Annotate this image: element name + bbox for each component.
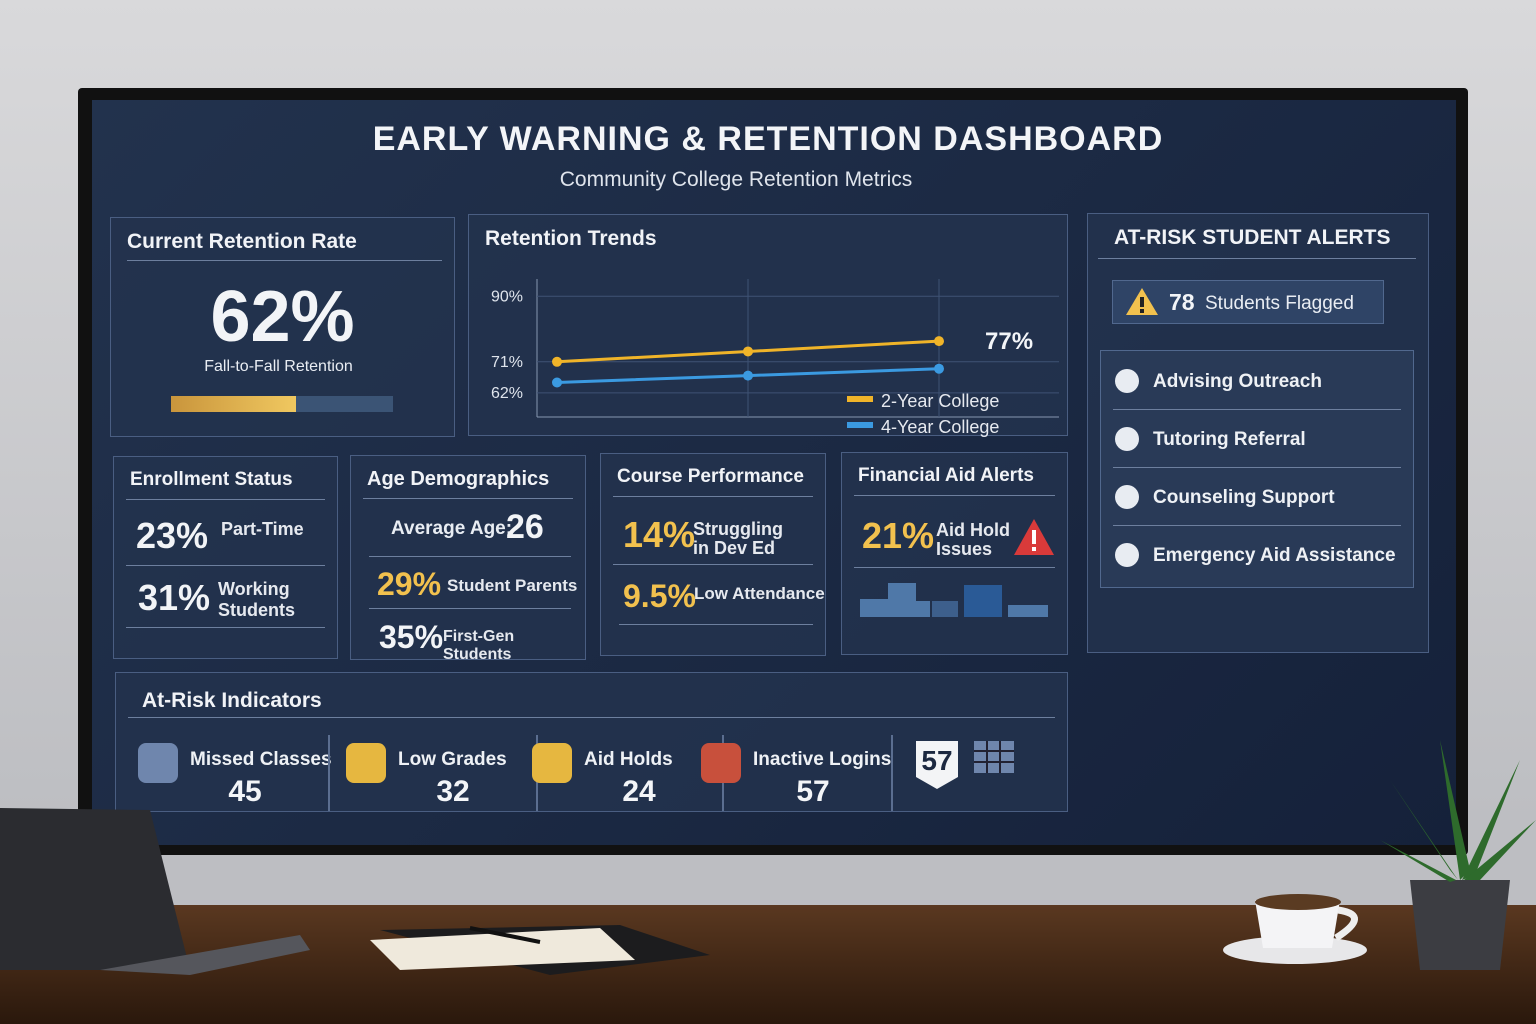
card-title: Course Performance [617, 466, 804, 487]
stat-value: 14% [623, 514, 696, 555]
chart: 62% 71% 90% 77% 2-Year College 4-Year College [491, 279, 1059, 437]
indicator-icon [701, 743, 741, 783]
card-title: AT-RISK STUDENT ALERTS [1114, 226, 1391, 249]
retention-label: Fall-to-Fall Retention [204, 358, 353, 375]
y-tick-label: 90% [491, 288, 523, 305]
laptop [0, 808, 310, 975]
enrollment-card: Enrollment Status 23% Part-Time 31% Work… [113, 456, 338, 659]
indicator-value: 24 [622, 775, 656, 808]
indicator-label: Aid Holds [584, 749, 673, 770]
point [934, 363, 944, 374]
financial-card: Financial Aid Alerts 21% Aid Hold Issues [841, 452, 1068, 655]
action-label: Tutoring Referral [1153, 429, 1306, 450]
flag-banner: 78 Students Flagged [1112, 280, 1384, 324]
card-title: Retention Trends [485, 227, 657, 250]
badge-value: 57 [921, 745, 953, 776]
stat-label: Student Parents [447, 576, 578, 595]
indicator-label: Missed Classes [190, 749, 332, 770]
flag-count: 78 [1169, 289, 1195, 315]
legend-swatch [847, 422, 873, 428]
legend-label: 2-Year College [881, 391, 999, 411]
indicator-label: Inactive Logins [753, 749, 892, 770]
retention-card: Current Retention Rate 62% Fall-to-Fall … [110, 217, 455, 437]
coffee-cup [1223, 894, 1367, 964]
stat-label: Struggling in Dev Ed [693, 519, 783, 558]
divider [1113, 409, 1401, 410]
retention-value: 62% [210, 277, 355, 357]
indicator-value: 45 [228, 775, 262, 808]
stat-value: 35% [379, 619, 444, 655]
y-tick-label: 71% [491, 354, 523, 371]
card-title: Age Demographics [367, 468, 550, 490]
indicator-icon [532, 743, 572, 783]
point [743, 370, 753, 381]
stat-value: 9.5% [623, 578, 696, 614]
age-card: Age Demographics Average Age: 26 29% Stu… [350, 455, 586, 663]
indicator-value: 32 [436, 775, 470, 808]
progress-track [296, 396, 393, 412]
action-icon [1115, 543, 1139, 567]
indicator-icon [138, 743, 178, 783]
divider [891, 735, 893, 811]
alert-icon [1014, 519, 1054, 555]
indicators-card: At-Risk Indicators 57 Missed Classes 45 Lo… [115, 672, 1068, 812]
stat-value: 21% [862, 515, 935, 556]
point [934, 336, 944, 347]
card-title: At-Risk Indicators [142, 689, 322, 712]
y-tick-label: 62% [491, 385, 523, 402]
title: EARLY WARNING & RETENTION DASHBOARD [372, 120, 1164, 158]
action-label: Counseling Support [1153, 487, 1335, 508]
stat-label: First-Gen Students [443, 628, 515, 663]
point [552, 377, 562, 388]
divider [1113, 525, 1401, 526]
stat-label: Aid Hold Issues [936, 520, 1010, 559]
action-list: Advising Outreach Tutoring Referral Counse… [1100, 350, 1414, 588]
indicator-value: 57 [796, 775, 830, 808]
stat-value: 31% [138, 577, 211, 618]
average-label: Average Age: [391, 518, 513, 539]
plant [1380, 740, 1536, 970]
legend-label: 4-Year College [881, 417, 999, 437]
indicator-icon [346, 743, 386, 783]
legend-swatch [847, 396, 873, 402]
stat-label: Part-Time [221, 519, 304, 539]
stat-value: 23% [136, 515, 209, 556]
divider [328, 735, 330, 811]
progress-fill [171, 396, 296, 412]
mini-bars [860, 583, 1048, 617]
flag-label: Students Flagged [1205, 293, 1354, 314]
point [552, 356, 562, 367]
average-value: 26 [506, 508, 544, 546]
value-label: 77% [985, 328, 1033, 355]
stat-label: Working Students [218, 579, 296, 620]
point [743, 346, 753, 357]
course-card: Course Performance 14% Struggling in Dev… [600, 453, 826, 656]
action-label: Emergency Aid Assistance [1153, 545, 1396, 566]
trends-card: Retention Trends 62% 71% 90% 77% 2-Year Coll… [468, 214, 1068, 437]
card-title: Enrollment Status [130, 469, 293, 490]
alerts-card: AT-RISK STUDENT ALERTS 78 Students Flagg… [1087, 213, 1429, 653]
subtitle: Community College Retention Metrics [559, 168, 913, 191]
action-icon [1115, 485, 1139, 509]
stat-label: Low Attendance [694, 584, 825, 603]
action-icon [1115, 427, 1139, 451]
indicator-label: Low Grades [398, 749, 507, 770]
action-label: Advising Outreach [1153, 371, 1322, 392]
card-title: Financial Aid Alerts [858, 465, 1034, 486]
warning-icon [1126, 288, 1158, 315]
action-icon [1115, 369, 1139, 393]
notebook [370, 925, 710, 975]
badge-shape [916, 741, 958, 789]
stat-value: 29% [377, 566, 442, 602]
card-title: Current Retention Rate [127, 230, 357, 253]
divider [1113, 467, 1401, 468]
grid-icon [974, 741, 1014, 773]
